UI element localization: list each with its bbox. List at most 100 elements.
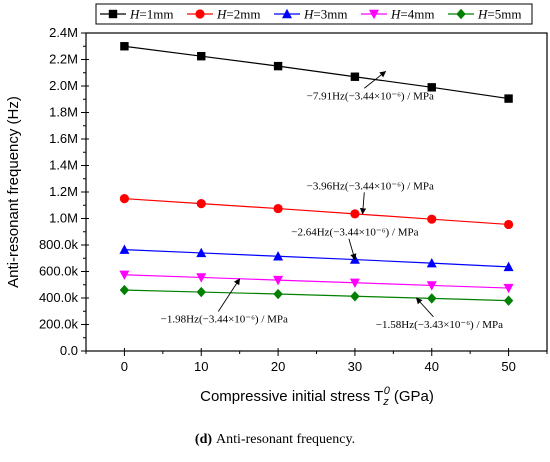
data-point: [119, 244, 130, 254]
annotation-label: −1.58Hz(−3.43×10⁻⁶) / MPa: [376, 319, 503, 331]
y-tick-label: 600.0k: [39, 264, 79, 279]
annotation-arrow: [364, 71, 387, 89]
series-2: [119, 194, 514, 230]
series-line: [124, 289, 509, 302]
x-tick-label: 20: [271, 359, 285, 374]
data-point: [503, 295, 514, 306]
data-point: [503, 283, 514, 294]
legend-rest: =5mm: [487, 7, 521, 22]
x-tick-label: 0: [121, 359, 128, 374]
series-line: [124, 198, 509, 226]
series-line: [124, 274, 509, 289]
data-point: [504, 94, 513, 103]
legend-marker: [369, 9, 379, 20]
y-tick-label: 0.0: [60, 343, 78, 358]
legend-rest: =4mm: [400, 7, 434, 22]
legend-var: H: [303, 7, 314, 22]
data-point: [349, 278, 360, 288]
series-line: [124, 45, 509, 100]
annotation-arrow: [348, 238, 357, 261]
data-point: [427, 214, 437, 224]
x-tick-label: 30: [348, 359, 362, 374]
legend-marker: [456, 8, 466, 20]
data-point: [427, 83, 436, 92]
data-point: [197, 51, 206, 61]
axes: 0.0 200.0k 400.0k 600.0k 800.0k 1.0M 1.2M 1.4M 1…: [39, 25, 548, 374]
y-tick-label: 2.0M: [49, 78, 78, 93]
y-tick-label: 1.6M: [49, 131, 78, 146]
legend-box: [95, 3, 533, 25]
x-axis-title-unit: (GPa): [394, 388, 434, 405]
annotation-label: −1.98Hz(−3.44×10⁻⁶) / MPa: [161, 314, 288, 326]
y-tick-label: 400.0k: [39, 290, 79, 305]
caption-label: (d): [195, 432, 212, 447]
annotation-arrow: [415, 297, 434, 318]
legend-rest: =3mm: [313, 7, 347, 22]
series-1: [120, 42, 513, 103]
legend-marker: [195, 9, 205, 19]
legend-entry: H=2mm: [216, 7, 260, 22]
caption-text: Anti-resonant frequency.: [216, 432, 355, 447]
y-tick-label: 800.0k: [39, 237, 79, 252]
annotation-arrow: [217, 278, 241, 312]
annotation-label: −3.96Hz(−3.44×10⁻⁶) / MPa: [307, 180, 434, 192]
figure-caption: (d) Anti-resonant frequency.: [195, 432, 355, 447]
legend-marker: [108, 9, 118, 19]
annotations: −7.91Hz(−3.44×10⁻⁶) / MPa −3.96Hz(−3.44×1…: [161, 71, 503, 331]
data-point: [350, 72, 360, 81]
data-point: [273, 203, 283, 214]
annotation-label: −2.64Hz(−3.44×10⁻⁶) / MPa: [291, 227, 418, 239]
y-tick-label: 1.0M: [49, 211, 78, 226]
data-point: [273, 288, 283, 300]
annotation-label: −7.91Hz(−3.44×10⁻⁶) / MPa: [307, 90, 434, 102]
x-axis-title: Compressive initial stress Tz0 (GPa): [200, 385, 434, 408]
legend-entry: H=5mm: [477, 7, 521, 22]
data-point: [119, 284, 130, 296]
data-point: [196, 247, 207, 258]
legend-entry: H=4mm: [390, 7, 434, 22]
legend-var: H: [216, 7, 227, 22]
data-point: [119, 270, 130, 281]
annotation-arrow: [359, 192, 367, 215]
y-tick-label: 2.4M: [49, 25, 78, 40]
data-point: [273, 61, 283, 71]
series-4: [119, 270, 514, 294]
legend-entry: H=1mm: [129, 7, 173, 22]
legend: H=1mm H=2mm H=3mm H=4mm H=5mm: [95, 3, 533, 25]
x-axis-title-main: Compressive initial stress T: [200, 388, 383, 405]
legend-var: H: [129, 7, 140, 22]
data-point: [119, 194, 130, 204]
x-tick-label: 40: [425, 359, 439, 374]
data-point: [273, 275, 284, 286]
series-layer: [119, 42, 514, 306]
data-point: [273, 251, 284, 261]
data-point: [350, 209, 360, 219]
legend-entry: H=3mm: [303, 7, 347, 22]
y-tick-label: 1.4M: [49, 158, 78, 173]
data-point: [196, 286, 206, 298]
data-point: [196, 199, 206, 209]
series-5: [119, 284, 514, 306]
x-tick-label: 50: [501, 359, 515, 374]
x-axis-title-sup: 0: [384, 385, 391, 397]
y-axis-title: Anti-resonant frequency (Hz): [5, 96, 22, 288]
legend-rest: =2mm: [226, 7, 260, 22]
y-tick-label: 1.8M: [49, 105, 78, 120]
data-point: [196, 273, 207, 283]
y-tick-label: 2.2M: [49, 52, 78, 67]
data-point: [120, 42, 129, 51]
series-line: [124, 249, 509, 268]
data-point: [426, 281, 437, 291]
y-tick-label: 1.2M: [49, 184, 78, 199]
data-point: [503, 219, 514, 230]
legend-rest: =1mm: [139, 7, 173, 22]
data-point: [427, 293, 437, 304]
legend-var: H: [477, 7, 488, 22]
series-3: [119, 244, 514, 272]
legend-marker: [282, 8, 292, 19]
data-point: [426, 257, 437, 268]
y-tick-label: 200.0k: [39, 317, 79, 332]
x-tick-label: 10: [194, 359, 208, 374]
legend-var: H: [390, 7, 401, 22]
